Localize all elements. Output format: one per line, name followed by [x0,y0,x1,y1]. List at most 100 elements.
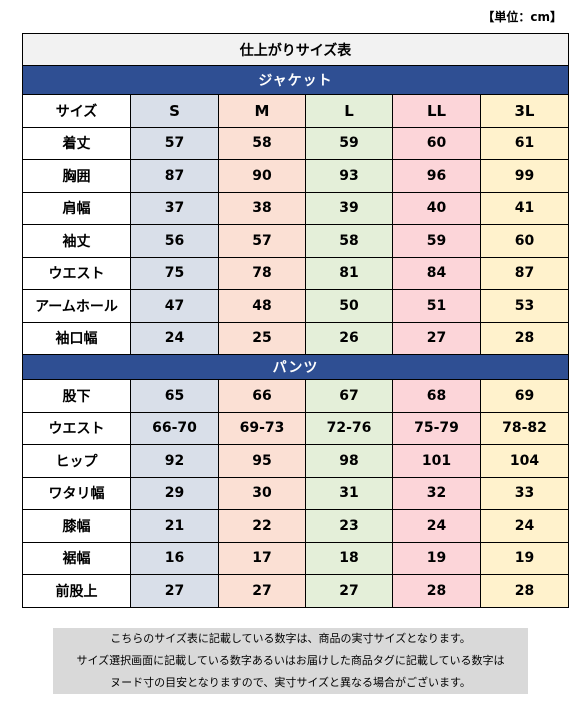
jacket-value-cell: 37 [130,191,219,225]
jacket-value-cell: 58 [305,224,393,258]
jacket-value-cell: 57 [130,126,219,160]
size-header-ll: LL [392,94,481,128]
pants-value-cell: 98 [305,444,393,478]
jacket-value-cell: 99 [480,159,569,193]
pants-value-cell: 28 [480,574,569,608]
jacket-value-cell: 75 [130,256,219,290]
jacket-row-label: 袖丈 [22,224,131,258]
jacket-value-cell: 96 [392,159,481,193]
pants-value-cell: 24 [480,509,569,543]
pants-row: 股下 65 66 67 68 69 [22,379,569,413]
jacket-value-cell: 78 [218,256,306,290]
pants-value-cell: 22 [218,509,306,543]
pants-value-cell: 27 [218,574,306,608]
jacket-value-cell: 59 [305,126,393,160]
jacket-value-cell: 53 [480,289,569,323]
pants-value-cell: 65 [130,379,219,413]
pants-row-label: 前股上 [22,574,131,608]
pants-value-cell: 21 [130,509,219,543]
pants-value-cell: 33 [480,476,569,510]
jacket-section-title: ジャケット [22,65,569,95]
pants-value-cell: 75-79 [392,411,481,445]
pants-value-cell: 104 [480,444,569,478]
size-header-row: サイズ S M L LL 3L [22,94,569,128]
jacket-row: 袖丈 56 57 58 59 60 [22,224,569,258]
jacket-value-cell: 84 [392,256,481,290]
jacket-row: 着丈 57 58 59 60 61 [22,126,569,160]
pants-value-cell: 101 [392,444,481,478]
jacket-value-cell: 47 [130,289,219,323]
pants-value-cell: 67 [305,379,393,413]
jacket-value-cell: 25 [218,321,306,355]
jacket-value-cell: 60 [480,224,569,258]
jacket-row-label: 着丈 [22,126,131,160]
jacket-value-cell: 93 [305,159,393,193]
jacket-value-cell: 26 [305,321,393,355]
pants-value-cell: 29 [130,476,219,510]
pants-value-cell: 31 [305,476,393,510]
pants-value-cell: 23 [305,509,393,543]
jacket-value-cell: 51 [392,289,481,323]
note-line: ヌード寸の目安となりますので、実寸サイズと異なる場合がございます。 [110,676,471,689]
pants-value-cell: 68 [392,379,481,413]
size-note: こちらのサイズ表に記載している数字は、商品の実寸サイズとなります。 サイズ選択画… [53,628,528,694]
pants-value-cell: 95 [218,444,306,478]
size-header-3l: 3L [480,94,569,128]
pants-row: ヒップ 92 95 98 101 104 [22,444,569,478]
jacket-row: 肩幅 37 38 39 40 41 [22,191,569,225]
jacket-value-cell: 57 [218,224,306,258]
pants-row: 膝幅 21 22 23 24 24 [22,509,569,543]
pants-value-cell: 92 [130,444,219,478]
pants-value-cell: 69 [480,379,569,413]
pants-value-cell: 27 [305,574,393,608]
jacket-value-cell: 27 [392,321,481,355]
pants-value-cell: 24 [392,509,481,543]
jacket-value-cell: 59 [392,224,481,258]
pants-value-cell: 28 [392,574,481,608]
pants-row-label: 股下 [22,379,131,413]
jacket-value-cell: 50 [305,289,393,323]
size-table: 仕上がりサイズ表 ジャケット サイズ S M L LL 3L 着丈 57 58 59 6… [22,33,569,608]
pants-value-cell: 19 [392,541,481,575]
size-header-l: L [305,94,393,128]
table-title: 仕上がりサイズ表 [22,33,569,66]
note-line: サイズ選択画面に記載している数字あるいはお届けした商品タグに記載している数字は [76,654,505,667]
pants-value-cell: 32 [392,476,481,510]
note-line: こちらのサイズ表に記載している数字は、商品の実寸サイズとなります。 [110,632,471,645]
pants-value-cell: 17 [218,541,306,575]
pants-row: 前股上 27 27 27 28 28 [22,574,569,608]
pants-section-title: パンツ [22,354,569,380]
pants-row-label: ウエスト [22,411,131,445]
pants-value-cell: 66 [218,379,306,413]
jacket-row-label: アームホール [22,289,131,323]
jacket-value-cell: 87 [480,256,569,290]
pants-value-cell: 16 [130,541,219,575]
pants-row-label: ワタリ幅 [22,476,131,510]
jacket-row-label: ウエスト [22,256,131,290]
pants-row-label: 裾幅 [22,541,131,575]
pants-value-cell: 78-82 [480,411,569,445]
jacket-value-cell: 39 [305,191,393,225]
jacket-value-cell: 60 [392,126,481,160]
pants-row-label: 膝幅 [22,509,131,543]
jacket-value-cell: 38 [218,191,306,225]
jacket-value-cell: 58 [218,126,306,160]
pants-value-cell: 19 [480,541,569,575]
size-header-s: S [130,94,219,128]
pants-value-cell: 66-70 [130,411,219,445]
jacket-value-cell: 28 [480,321,569,355]
jacket-row-label: 肩幅 [22,191,131,225]
jacket-row: ウエスト 75 78 81 84 87 [22,256,569,290]
pants-value-cell: 69-73 [218,411,306,445]
size-header-m: M [218,94,306,128]
jacket-value-cell: 41 [480,191,569,225]
pants-row: 裾幅 16 17 18 19 19 [22,541,569,575]
jacket-row: 胸囲 87 90 93 96 99 [22,159,569,193]
pants-row: ウエスト 66-70 69-73 72-76 75-79 78-82 [22,411,569,445]
jacket-row-label: 胸囲 [22,159,131,193]
pants-row-label: ヒップ [22,444,131,478]
pants-value-cell: 72-76 [305,411,393,445]
size-header-label: サイズ [22,94,131,128]
jacket-row-label: 袖口幅 [22,321,131,355]
jacket-value-cell: 61 [480,126,569,160]
